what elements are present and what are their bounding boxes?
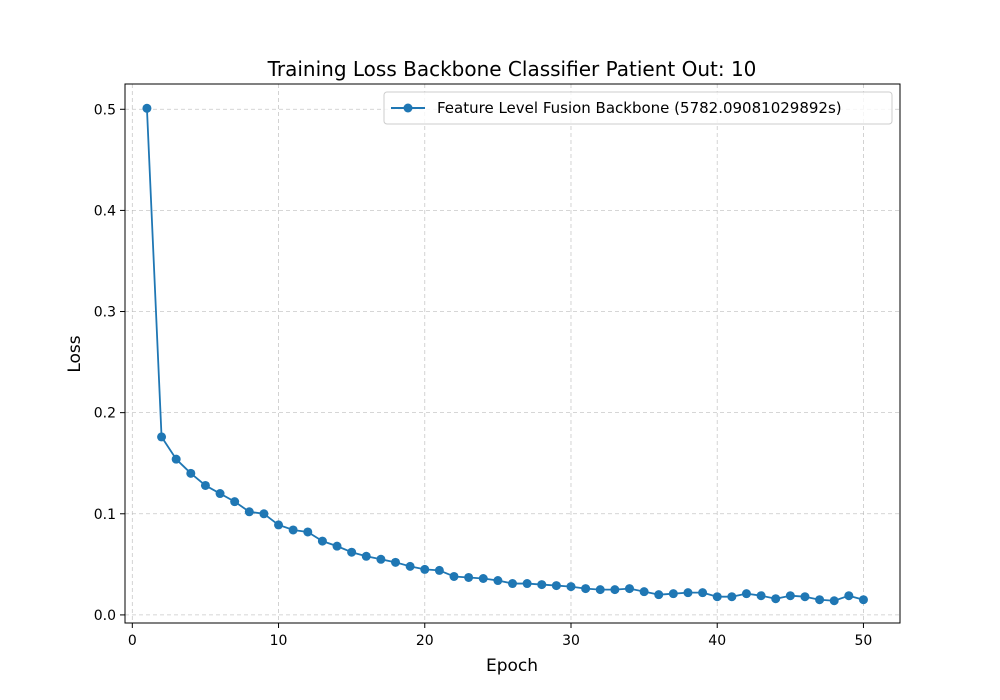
data-point — [493, 576, 503, 586]
data-point — [727, 592, 737, 602]
y-tick-label: 0.0 — [94, 608, 116, 624]
plot-frame — [124, 83, 901, 624]
x-tick-label: 0 — [128, 633, 137, 649]
legend-entry-label: Feature Level Fusion Backbone (5782.0908… — [437, 99, 842, 117]
data-point — [171, 454, 181, 464]
data-point — [785, 591, 795, 601]
data-point — [274, 520, 284, 530]
data-point — [522, 579, 532, 589]
x-tick-label: 30 — [562, 633, 580, 649]
data-point — [771, 594, 781, 604]
data-point — [712, 592, 722, 602]
data-point — [157, 432, 167, 442]
data-point — [800, 592, 810, 602]
data-point — [215, 489, 225, 499]
x-tick-label: 50 — [855, 633, 873, 649]
data-point — [624, 584, 634, 594]
data-point — [829, 596, 839, 606]
data-point — [391, 557, 401, 567]
x-tick-label: 20 — [416, 633, 434, 649]
data-point — [142, 103, 152, 113]
y-tick-label: 0.5 — [94, 102, 116, 118]
data-point — [317, 536, 327, 546]
y-tick-label: 0.4 — [94, 203, 116, 219]
data-point — [508, 579, 517, 589]
series-layer — [142, 103, 868, 606]
data-point — [654, 590, 664, 600]
data-point — [639, 587, 649, 597]
legend-box — [383, 91, 893, 125]
data-point — [741, 589, 751, 599]
y-tick-label: 0.3 — [94, 305, 116, 321]
data-point — [200, 480, 210, 490]
data-point — [844, 591, 854, 601]
data-point — [551, 581, 561, 591]
data-point — [858, 595, 868, 605]
data-point — [186, 468, 196, 478]
data-point — [361, 551, 371, 561]
axis-ticks: 0 10 20 30 40 50 0.0 0.1 0.2 0.3 0.4 0.5 — [94, 102, 873, 649]
x-tick-label: 40 — [708, 633, 726, 649]
data-point — [478, 574, 488, 584]
data-point — [566, 582, 576, 592]
legend: Feature Level Fusion Backbone (5782.0908… — [383, 91, 893, 125]
y-tick-label: 0.2 — [94, 406, 116, 422]
data-point — [756, 591, 766, 601]
data-point — [595, 585, 605, 595]
grid-lines — [125, 84, 900, 623]
series-line — [146, 108, 864, 602]
data-point — [376, 554, 386, 564]
data-point — [420, 564, 430, 574]
data-point — [537, 580, 547, 590]
data-point — [259, 509, 269, 519]
x-tick-label: 10 — [270, 633, 288, 649]
data-point — [332, 541, 342, 551]
legend-marker-swatch — [403, 103, 413, 113]
data-point — [610, 585, 620, 595]
data-point — [581, 584, 591, 594]
data-point — [405, 561, 415, 571]
data-point — [449, 571, 459, 581]
data-point — [815, 595, 825, 605]
y-axis-label: Loss — [65, 335, 85, 372]
data-point — [288, 525, 298, 535]
data-point — [347, 547, 357, 557]
data-point — [303, 527, 313, 537]
data-point — [434, 565, 444, 575]
data-point — [464, 572, 474, 582]
chart-title: Training Loss Backbone Classifier Patien… — [267, 57, 757, 81]
x-axis-label: Epoch — [486, 656, 538, 676]
data-point — [698, 588, 708, 598]
data-point — [230, 497, 240, 507]
y-tick-label: 0.1 — [94, 507, 116, 523]
data-point — [668, 589, 678, 599]
data-point — [244, 507, 254, 517]
data-point — [683, 588, 693, 598]
